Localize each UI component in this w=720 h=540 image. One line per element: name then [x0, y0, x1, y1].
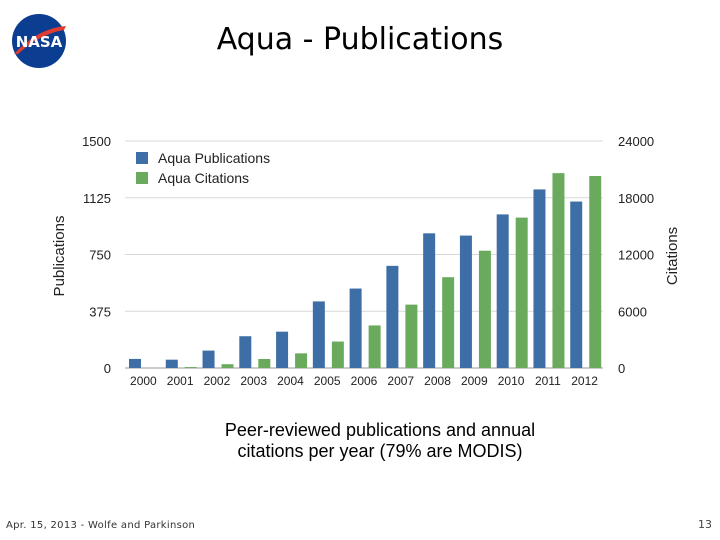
x-tick-label: 2006 — [351, 374, 378, 388]
bar-citations — [589, 175, 602, 368]
bar-citations — [368, 325, 381, 368]
y-tick-label-left: 375 — [89, 304, 111, 319]
bar-citations — [405, 304, 418, 368]
x-tick-label: 2010 — [498, 374, 525, 388]
footer-credit: Apr. 15, 2013 - Wolfe and Parkinson — [6, 520, 196, 531]
nasa-logo: NASA — [12, 14, 66, 68]
y-axis-title-right: Citations — [664, 227, 681, 285]
x-tick-label: 2003 — [240, 374, 267, 388]
x-tick-label: 2009 — [461, 374, 488, 388]
legend-swatch-publications — [136, 152, 148, 164]
bar-publications — [459, 235, 472, 368]
bar-citations — [258, 359, 271, 368]
y-tick-label-left: 1125 — [83, 191, 111, 206]
legend: Aqua Publications Aqua Citations — [136, 150, 270, 186]
logo-disc — [12, 14, 66, 68]
y-axis-title-left: Publications — [51, 216, 68, 297]
x-tick-label: 2000 — [130, 374, 157, 388]
bar-publications — [312, 301, 325, 368]
bar-citations — [221, 364, 234, 368]
bar-citations — [331, 341, 344, 368]
bar-publications — [496, 214, 509, 368]
bar-publications — [202, 350, 215, 368]
legend-swatch-citations — [136, 172, 148, 184]
bar-publications — [129, 358, 141, 368]
y-tick-label-right: 24000 — [618, 134, 654, 149]
bar-citations — [478, 250, 491, 368]
x-tick-label: 2001 — [167, 374, 194, 388]
bar-publications — [349, 288, 362, 368]
bar-citations — [295, 353, 308, 368]
slide-title: Aqua - Publications — [216, 22, 504, 57]
y-tick-label-right: 0 — [618, 361, 625, 376]
bar-citations — [515, 217, 528, 368]
bar-chart: 1500 24000 1125 18000 750 12000 375 6000 0 0 2000 2… — [51, 134, 681, 388]
ticks: 1500 24000 1125 18000 750 12000 375 6000 0 0 2000 2… — [82, 134, 654, 388]
y-tick-label-right: 12000 — [618, 248, 654, 263]
x-tick-label: 2012 — [571, 374, 598, 388]
x-tick-label: 2008 — [424, 374, 451, 388]
bar-publications — [276, 331, 289, 368]
x-tick-label: 2007 — [387, 374, 414, 388]
y-tick-label-left: 1500 — [82, 134, 111, 149]
logo-swoosh — [14, 26, 66, 54]
caption-line-2: citations per year (79% are MODIS) — [237, 441, 523, 461]
y-tick-label-right: 6000 — [618, 304, 647, 319]
caption-line-1: Peer-reviewed publications and annual — [224, 420, 536, 440]
bars — [129, 173, 602, 368]
y-tick-label-right: 18000 — [618, 191, 654, 206]
chart-caption: Peer-reviewed publications and annual ci… — [180, 420, 580, 462]
bar-publications — [570, 201, 583, 368]
logo-text: NASA — [16, 33, 63, 51]
page-number: 13 — [698, 518, 712, 531]
bar-citations — [552, 173, 565, 368]
x-tick-label: 2004 — [277, 374, 304, 388]
y-tick-label-left: 0 — [104, 361, 111, 376]
x-tick-label: 2011 — [535, 374, 561, 388]
legend-label-publications: Aqua Publications — [158, 150, 270, 166]
x-tick-label: 2005 — [314, 374, 341, 388]
bar-publications — [533, 189, 546, 368]
bar-publications — [165, 359, 178, 368]
x-tick-label: 2002 — [204, 374, 231, 388]
bar-publications — [386, 265, 399, 368]
bar-citations — [442, 277, 455, 368]
bar-citations — [184, 367, 197, 368]
legend-label-citations: Aqua Citations — [158, 170, 249, 186]
bar-publications — [423, 233, 436, 368]
y-tick-label-left: 750 — [89, 248, 111, 263]
bar-publications — [239, 336, 252, 368]
